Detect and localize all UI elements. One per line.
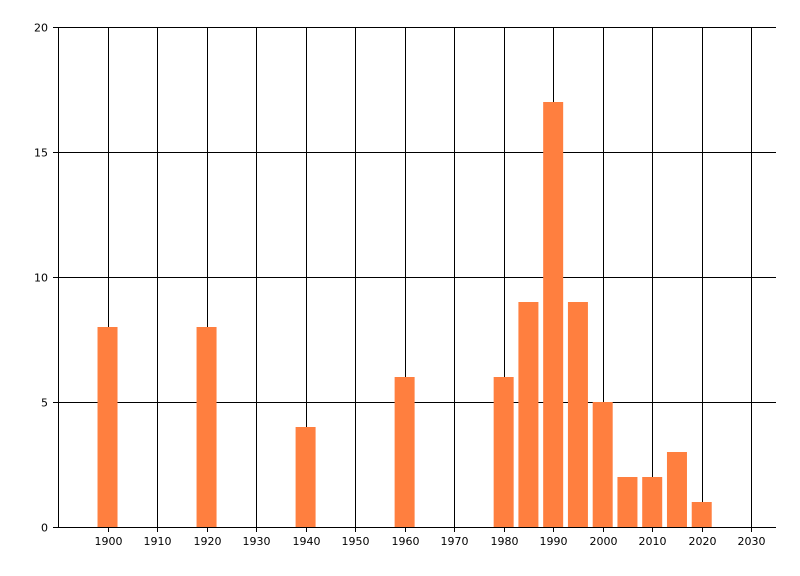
x-tick-label: 2030 (738, 535, 766, 548)
bar (97, 327, 118, 527)
x-tick-label: 2010 (639, 535, 667, 548)
y-tick-label: 5 (41, 397, 48, 410)
y-tick-label: 10 (34, 272, 48, 285)
x-tick-label: 1980 (491, 535, 519, 548)
x-tick-label: 1910 (144, 535, 172, 548)
bar (295, 427, 316, 527)
bar (617, 477, 638, 527)
y-tick-label: 20 (34, 22, 48, 35)
x-tick-label: 1970 (441, 535, 469, 548)
x-tick-label: 1950 (342, 535, 370, 548)
bar (691, 502, 712, 527)
bar (394, 377, 415, 527)
bar (196, 327, 217, 527)
x-tick-label: 1960 (392, 535, 420, 548)
bar (543, 102, 564, 527)
x-tick-label: 1920 (194, 535, 222, 548)
y-tick-label: 0 (41, 522, 48, 535)
bar (518, 302, 539, 527)
bar (666, 452, 687, 527)
x-tick-label: 1940 (293, 535, 321, 548)
x-tick-label: 2020 (689, 535, 717, 548)
bar (642, 477, 663, 527)
tick-labels: 1900 1910 1920 1930 1940 1950 1960 1970 1980 1990… (34, 22, 766, 549)
x-tick-label: 1990 (540, 535, 568, 548)
bars (97, 102, 712, 527)
x-tick-label: 1930 (243, 535, 271, 548)
bar (592, 402, 613, 527)
x-tick-label: 1900 (95, 535, 123, 548)
grid (58, 27, 776, 528)
axes (53, 27, 776, 532)
bar (567, 302, 588, 527)
x-tick-label: 2000 (590, 535, 618, 548)
bar (493, 377, 514, 527)
y-tick-label: 15 (34, 147, 48, 160)
